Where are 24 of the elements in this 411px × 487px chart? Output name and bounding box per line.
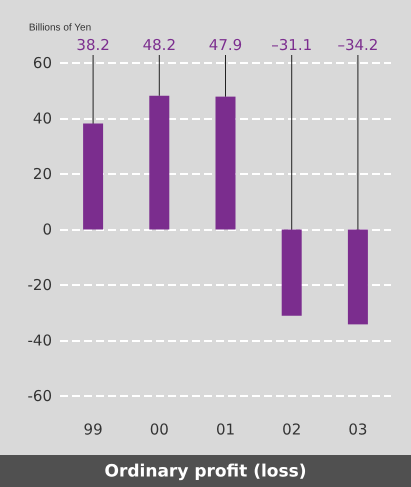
x-tick-label: 01 <box>216 420 236 438</box>
x-tick-label: 99 <box>84 420 103 438</box>
x-tick-label: 03 <box>348 420 368 438</box>
text: Ordinary profit (loss) <box>104 462 306 482</box>
data-label: –34.2 <box>337 36 378 54</box>
data-label: 38.2 <box>76 36 110 54</box>
x-tick-label: 02 <box>282 420 302 438</box>
bar <box>348 230 368 324</box>
y-tick-label: 20 <box>32 165 52 183</box>
data-label: 47.9 <box>208 36 242 54</box>
y-axis-title: Billions of Yen <box>28 22 92 34</box>
bar <box>216 96 236 230</box>
bar <box>83 123 104 230</box>
data-label: 48.2 <box>142 36 176 54</box>
bar <box>282 230 302 316</box>
data-label: –31.1 <box>271 36 312 54</box>
y-tick-label: 0 <box>42 220 52 238</box>
y-tick-label: -60 <box>28 387 52 405</box>
y-tick-label: 40 <box>32 110 52 128</box>
x-tick-label: 00 <box>150 420 169 438</box>
bar <box>149 96 170 230</box>
y-tick-label: -20 <box>28 276 52 294</box>
y-tick-label: 60 <box>32 54 52 72</box>
y-tick-label: -40 <box>28 332 52 350</box>
